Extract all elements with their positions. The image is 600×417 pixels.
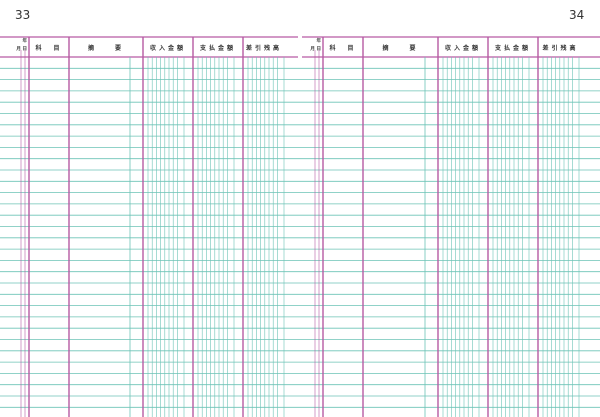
description-header: 摘 要 (382, 44, 419, 52)
payment-header: 支払金額 (494, 44, 531, 52)
year-label: 年 (22, 39, 28, 44)
income-header: 収入金額 (149, 44, 186, 52)
year-label: 年 (316, 39, 322, 44)
date-header-right: 年 月 日 (302, 38, 321, 54)
date-header-left: 年 月 日 (6, 38, 27, 54)
balance-header: 差引残高 (542, 44, 579, 52)
description-header: 摘 要 (87, 44, 124, 52)
account-header: 科 目 (35, 44, 63, 52)
page-number-left: 33 (15, 8, 31, 22)
income-header: 収入金額 (444, 44, 481, 52)
month-day-label: 月 日 (310, 47, 321, 52)
account-header: 科 目 (329, 44, 357, 52)
month-day-label: 月 日 (16, 47, 27, 52)
balance-header: 差引残高 (245, 44, 282, 52)
payment-header: 支払金額 (199, 44, 236, 52)
page-number-right: 34 (569, 8, 585, 22)
